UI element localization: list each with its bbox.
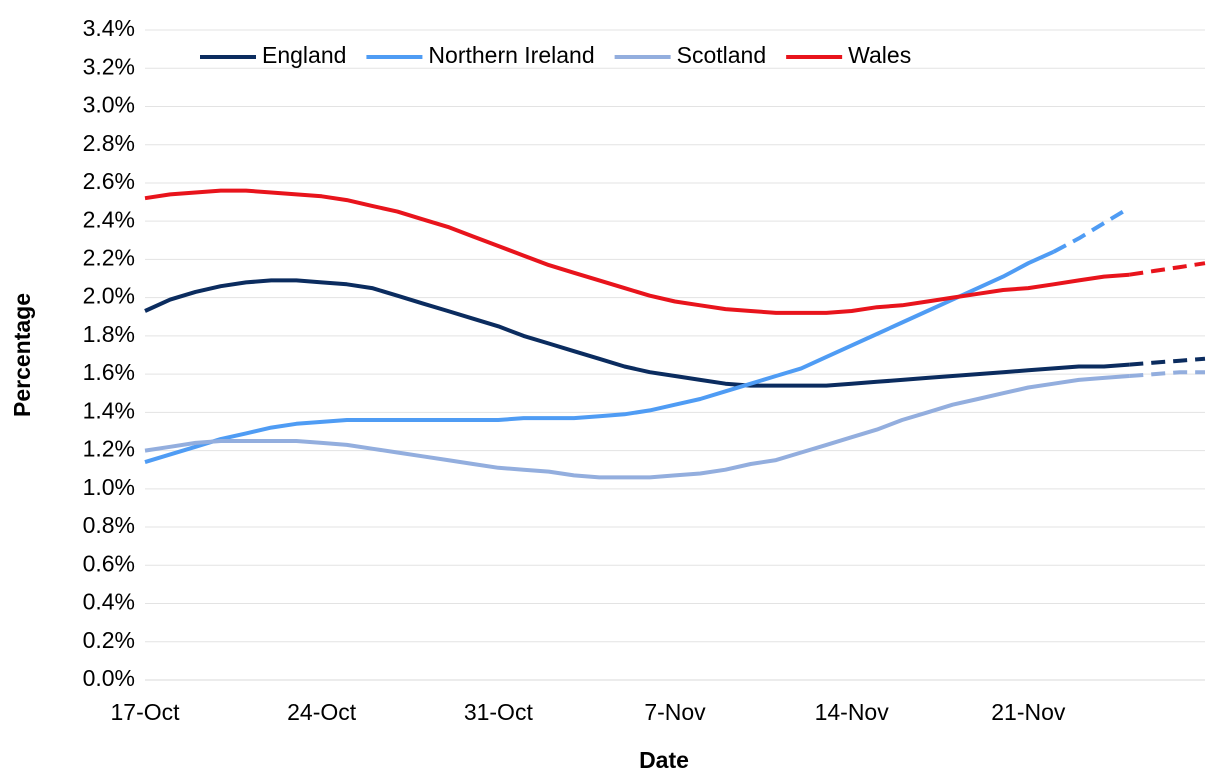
y-tick-label: 0.4% — [83, 589, 135, 615]
y-tick-label: 3.0% — [83, 92, 135, 118]
x-axis-title: Date — [639, 747, 689, 773]
y-tick-label: 1.6% — [83, 359, 135, 385]
projection-line — [1129, 356, 1206, 367]
y-tick-label: 1.2% — [83, 436, 135, 462]
series-line — [144, 188, 1130, 315]
y-tick-label: 0.6% — [83, 550, 135, 576]
y-tick-label: 1.0% — [83, 474, 135, 500]
y-tick-label: 2.6% — [83, 168, 135, 194]
legend-label: Wales — [848, 42, 911, 68]
legend-label: England — [262, 42, 346, 68]
y-tick-label: 1.8% — [83, 321, 135, 347]
projection-line — [1129, 261, 1206, 277]
projection-line — [1129, 370, 1205, 378]
x-tick-label: 24-Oct — [287, 699, 357, 725]
y-tick-label: 1.4% — [83, 397, 135, 423]
projection-line — [1052, 206, 1131, 254]
y-tick-label: 2.8% — [83, 130, 135, 156]
legend-label: Northern Ireland — [428, 42, 594, 68]
series-line — [144, 278, 1130, 388]
series-line — [144, 249, 1055, 465]
x-tick-label: 17-Oct — [110, 699, 180, 725]
y-tick-label: 0.8% — [83, 512, 135, 538]
y-tick-label: 3.4% — [83, 15, 135, 41]
y-tick-label: 0.2% — [83, 627, 135, 653]
x-tick-label: 14-Nov — [815, 699, 890, 725]
y-tick-label: 2.4% — [83, 206, 135, 232]
series-line — [144, 374, 1130, 480]
x-tick-label: 31-Oct — [464, 699, 534, 725]
legend-label: Scotland — [677, 42, 767, 68]
y-tick-label: 2.2% — [83, 244, 135, 270]
y-axis-title: Percentage — [9, 293, 35, 417]
x-tick-label: 7-Nov — [644, 699, 706, 725]
x-tick-label: 21-Nov — [991, 699, 1066, 725]
y-tick-label: 0.0% — [83, 665, 135, 691]
y-tick-label: 2.0% — [83, 283, 135, 309]
y-tick-label: 3.2% — [83, 53, 135, 79]
